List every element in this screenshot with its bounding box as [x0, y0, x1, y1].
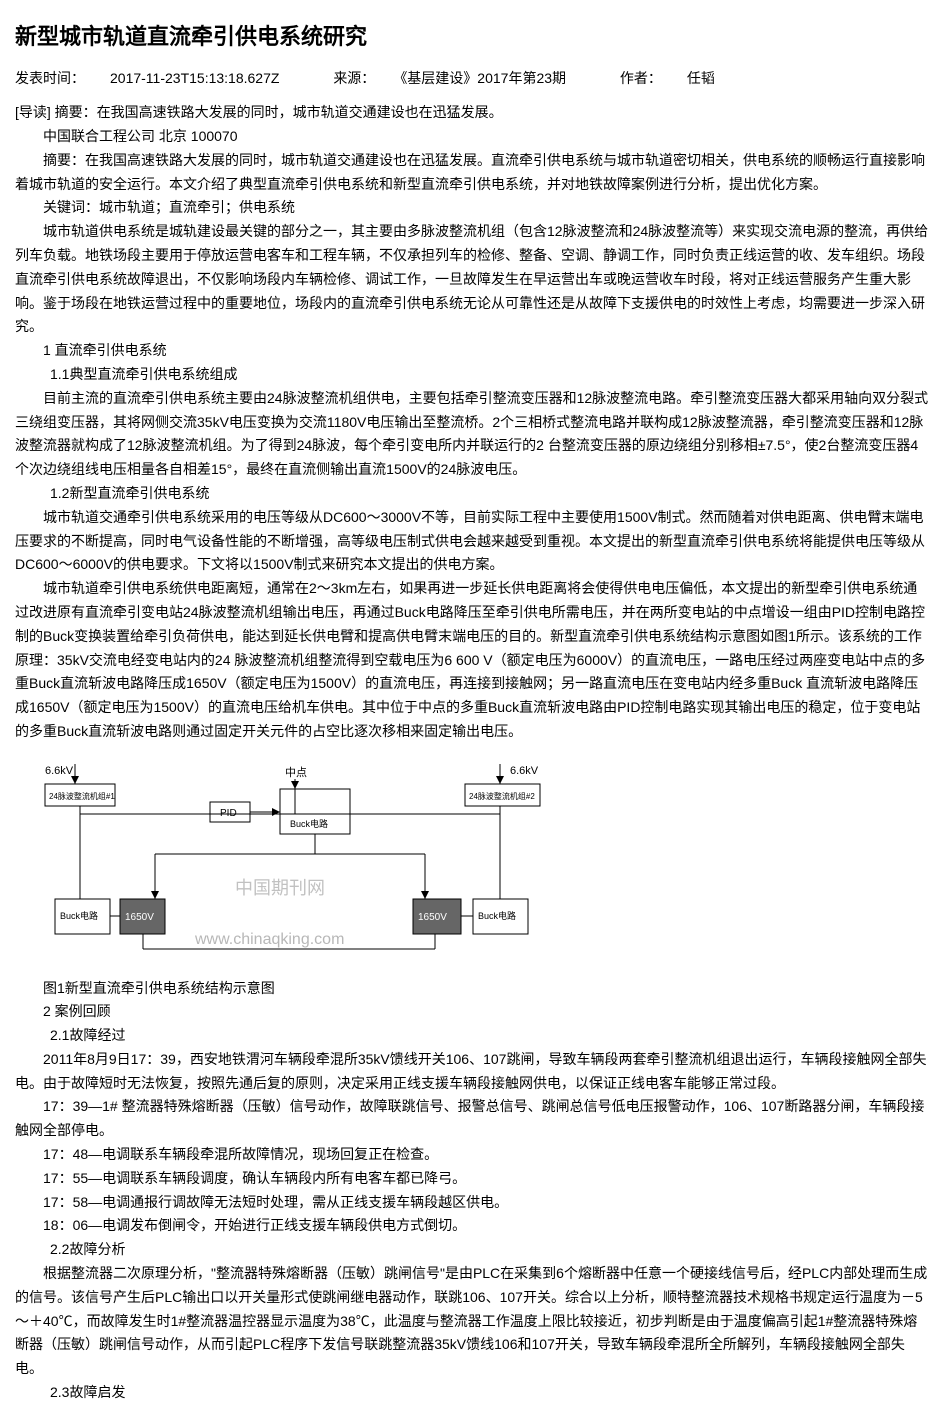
right-rect-label: 24脉波整流机组#2: [469, 791, 535, 801]
para-10: 17：48—电调联系车辆段牵混所故障情况，现场回复正在检查。: [15, 1143, 930, 1167]
right-buck-label: Buck电路: [478, 910, 516, 921]
para-14: 根据整流器二次原理分析，"整流器特殊熔断器（压敏）跳闸信号"是由PLC在采集到6…: [15, 1262, 930, 1381]
author: 作者：任韬: [620, 70, 740, 86]
intro-para: 城市轨道供电系统是城轨建设最关键的部分之一，其主要由多脉波整流机组（包含12脉波…: [15, 220, 930, 339]
mid-label: 中点: [285, 766, 307, 779]
keywords: 关键词：城市轨道；直流牵引；供电系统: [15, 196, 930, 220]
para-5: 目前主流的直流牵引供电系统主要由24脉波整流机组供电，主要包括牵引整流变压器和1…: [15, 387, 930, 482]
right-input-label: 6.6kV: [510, 765, 539, 777]
left-buck-label: Buck电路: [60, 910, 98, 921]
watermark-cn: 中国期刊网: [235, 878, 325, 898]
para-7: 城市轨道牵引供电系统供电距离短，通常在2～3km左右，如果再进一步延长供电距离将…: [15, 577, 930, 744]
section-1-1: 1.1典型直流牵引供电系统组成: [15, 363, 930, 387]
para-13: 18：06—电调发布倒闸令，开始进行正线支援车辆段供电方式倒切。: [15, 1214, 930, 1238]
figure-1-diagram: 6.6kV 24脉波整流机组#1 6.6kV 24脉波整流机组#2 中点 PID…: [35, 754, 930, 972]
source: 来源：《基层建设》2017年第23期: [333, 70, 591, 86]
section-2-2: 2.2故障分析: [15, 1238, 930, 1262]
pid-label: PID: [220, 808, 237, 819]
section-2-1: 2.1故障经过: [15, 1024, 930, 1048]
lead-text: [导读] 摘要：在我国高速铁路大发展的同时，城市轨道交通建设也在迅猛发展。: [15, 101, 930, 125]
left-rect-label: 24脉波整流机组#1: [49, 791, 115, 801]
left-input-label: 6.6kV: [45, 765, 74, 777]
left-1650-label: 1650V: [125, 912, 154, 923]
buck-main-label: Buck电路: [290, 818, 328, 829]
affiliation: 中国联合工程公司 北京 100070: [15, 125, 930, 149]
publish-time: 发表时间：2017-11-23T15:13:18.627Z: [15, 70, 304, 86]
figure-1-caption: 图1新型直流牵引供电系统结构示意图: [15, 977, 930, 1001]
abstract: 摘要：在我国高速铁路大发展的同时，城市轨道交通建设也在迅猛发展。直流牵引供电系统…: [15, 149, 930, 197]
section-2: 2 案例回顾: [15, 1000, 930, 1024]
right-1650-label: 1650V: [418, 912, 447, 923]
para-9: 17：39—1# 整流器特殊熔断器（压敏）信号动作，故障联跳信号、报警总信号、跳…: [15, 1095, 930, 1143]
para-6: 城市轨道交通牵引供电系统采用的电压等级从DC600～3000V不等，目前实际工程…: [15, 506, 930, 577]
section-1-2: 1.2新型直流牵引供电系统: [15, 482, 930, 506]
para-12: 17：58—电调通报行调故障无法短时处理，需从正线支援车辆段越区供电。: [15, 1191, 930, 1215]
page-title: 新型城市轨道直流牵引供电系统研究: [15, 18, 930, 55]
para-11: 17：55—电调联系车辆段调度，确认车辆段内所有电客车都已降弓。: [15, 1167, 930, 1191]
section-2-3: 2.3故障启发: [15, 1381, 930, 1405]
section-1: 1 直流牵引供电系统: [15, 339, 930, 363]
diagram-svg: 6.6kV 24脉波整流机组#1 6.6kV 24脉波整流机组#2 中点 PID…: [35, 754, 555, 964]
para-8: 2011年8月9日17：39，西安地铁渭河车辆段牵混所35kV馈线开关106、1…: [15, 1048, 930, 1096]
article-meta: 发表时间：2017-11-23T15:13:18.627Z 来源：《基层建设》2…: [15, 67, 930, 91]
watermark-url: www.chinaqking.com: [194, 931, 344, 948]
